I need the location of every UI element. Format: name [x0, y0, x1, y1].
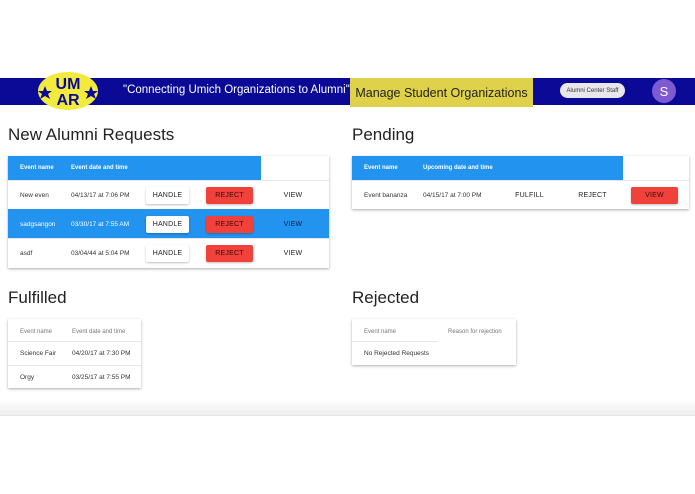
avatar[interactable]: S: [652, 79, 676, 103]
event-datetime: 03/25/17 at 7:55 PM: [72, 374, 131, 381]
rejected-table: Event name Reason for rejection No Rejec…: [352, 319, 516, 365]
event-datetime: 04/20/17 at 7:30 PM: [72, 350, 131, 357]
column-header: Event name: [364, 329, 397, 335]
event-datetime: 03/04/44 at 5:04 PM: [71, 250, 130, 257]
handle-button[interactable]: HANDLE: [146, 245, 189, 262]
empty-message: No Rejected Requests: [364, 350, 430, 357]
column-header: Event name: [20, 329, 53, 335]
svg-text:UM: UM: [56, 76, 81, 93]
table-row[interactable]: Event bananza 04/15/17 at 7:00 PM FULFIL…: [352, 180, 689, 209]
table-header: Event name Upcoming date and time: [352, 156, 623, 180]
view-button[interactable]: VIEW: [283, 221, 303, 228]
event-name: Orgy: [20, 374, 35, 381]
view-button[interactable]: VIEW: [631, 187, 678, 204]
new-requests-table: Event name Event date and time New even …: [8, 156, 329, 268]
table-row[interactable]: New even 04/13/17 at 7:06 PM HANDLE REJE…: [8, 180, 329, 209]
umar-logo[interactable]: UM AR: [38, 72, 98, 110]
tagline: "Connecting Umich Organizations to Alumn…: [123, 84, 350, 96]
fulfill-button[interactable]: FULFILL: [515, 192, 544, 199]
event-name: New even: [20, 192, 49, 199]
view-button[interactable]: VIEW: [283, 192, 303, 199]
table-row-selected[interactable]: sadgsangon 03/30/17 at 7:55 AM HANDLE RE…: [8, 209, 329, 238]
event-name: Event bananza: [364, 192, 408, 199]
column-header: Event date and time: [71, 165, 128, 171]
reject-button[interactable]: REJECT: [578, 192, 607, 199]
reject-button[interactable]: REJECT: [206, 216, 253, 233]
event-datetime: 04/15/17 at 7:00 PM: [423, 192, 482, 199]
fulfilled-title: Fulfilled: [8, 288, 67, 307]
role-chip[interactable]: Alumni Center Staff: [560, 83, 625, 98]
view-button[interactable]: VIEW: [283, 250, 303, 257]
event-datetime: 04/13/17 at 7:06 PM: [71, 192, 130, 199]
event-name: sadgsangon: [20, 221, 56, 228]
table-row[interactable]: Orgy 03/25/17 at 7:55 PM: [8, 365, 141, 388]
column-header: Reason for rejection: [448, 329, 502, 335]
pending-table: Event name Upcoming date and time Event …: [352, 156, 689, 209]
table-header: Event name Event date and time: [8, 156, 261, 180]
rejected-title: Rejected: [352, 288, 420, 307]
event-name: asdf: [20, 250, 33, 257]
column-header: Upcoming date and time: [423, 165, 493, 171]
new-requests-title: New Alumni Requests: [8, 125, 175, 144]
reject-button[interactable]: REJECT: [206, 187, 253, 204]
page-bottom-edge: [0, 400, 695, 416]
table-row[interactable]: asdf 03/04/44 at 5:04 PM HANDLE REJECT V…: [8, 238, 329, 267]
handle-button[interactable]: HANDLE: [146, 187, 189, 204]
event-datetime: 03/30/17 at 7:55 AM: [71, 221, 130, 228]
logo-star-icon: UM AR: [38, 76, 98, 109]
table-row[interactable]: Science Fair 04/20/17 at 7:30 PM: [8, 341, 141, 365]
column-header: Event date and time: [72, 329, 126, 335]
column-header: Event name: [20, 165, 54, 171]
reject-button[interactable]: REJECT: [206, 245, 253, 262]
manage-student-organizations-tab[interactable]: Manage Student Organizations: [350, 78, 533, 107]
handle-button[interactable]: HANDLE: [146, 216, 189, 233]
pending-title: Pending: [352, 125, 415, 144]
event-name: Science Fair: [20, 350, 57, 357]
column-header: Event name: [364, 165, 398, 171]
svg-text:AR: AR: [56, 92, 80, 109]
fulfilled-table: Event name Event date and time Science F…: [8, 319, 141, 388]
empty-row: No Rejected Requests: [352, 341, 438, 365]
